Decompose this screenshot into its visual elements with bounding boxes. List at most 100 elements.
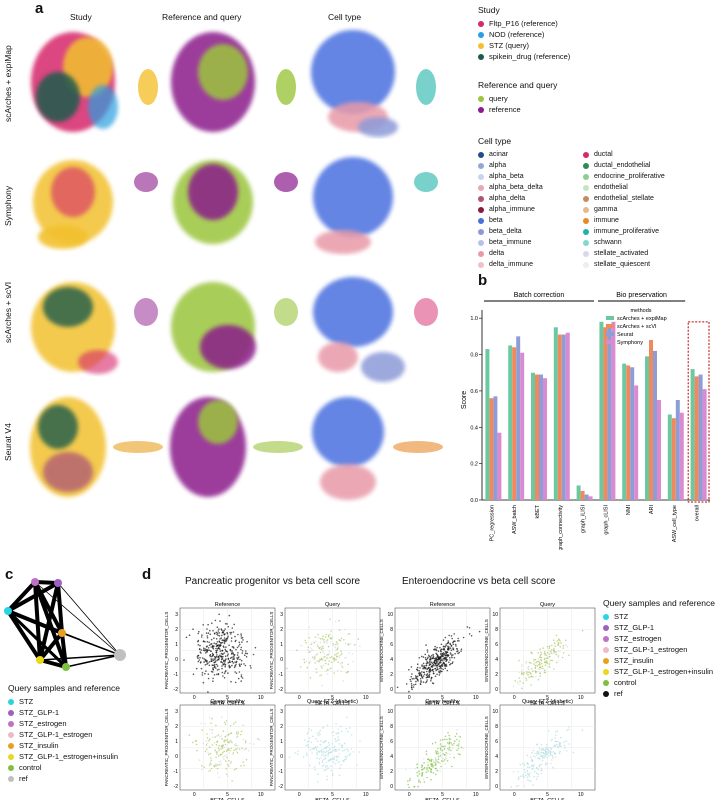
scatter-point	[416, 678, 419, 681]
scatter-point	[543, 658, 546, 661]
scatter-point	[546, 651, 549, 654]
scatter-point	[566, 646, 569, 648]
scatter-point	[563, 741, 565, 743]
bar-legend-label: Symphony	[617, 340, 643, 346]
scatter-point	[344, 657, 346, 659]
scatter-point	[209, 654, 211, 657]
scatter-point	[245, 656, 248, 658]
scatter-point	[537, 753, 540, 755]
scatter-point	[212, 647, 215, 650]
scatter-point	[324, 765, 327, 768]
x-tick-label: graph_iLISI	[581, 505, 587, 534]
legend-study-label: STZ (query)	[489, 41, 530, 50]
y-tick-label: 2	[390, 769, 393, 775]
scatter-point	[303, 739, 306, 741]
scatter-point	[225, 649, 227, 652]
legend-celltype-marker	[478, 151, 484, 158]
scatter-point	[240, 765, 242, 767]
legend-study-label: Fltp_P16 (reference)	[489, 19, 558, 28]
scatter-point	[521, 671, 523, 673]
scatter-point	[441, 745, 443, 748]
scatter-point	[344, 642, 347, 645]
scatter-point	[528, 779, 530, 782]
scatter-point	[549, 666, 551, 669]
scatter-point	[227, 672, 229, 674]
scatter-point	[233, 653, 236, 656]
scatter-point	[335, 648, 337, 651]
scatter-point	[410, 687, 413, 689]
scatter-point	[325, 747, 327, 749]
scatter-point	[562, 647, 564, 649]
scatter-point	[416, 668, 418, 671]
scatter-point	[212, 680, 214, 682]
subplot-ylabel: ENTEROENDOCRINE_CELLS	[379, 716, 384, 779]
umap-r3-refquery	[171, 282, 298, 372]
scatter-point	[550, 652, 552, 654]
scatter-point	[528, 671, 530, 673]
y-tick-label: -2	[279, 687, 284, 693]
scatter-point	[338, 743, 341, 745]
panel-c-letter: c	[5, 566, 14, 583]
scatter-point	[311, 657, 314, 659]
scatter-point	[540, 651, 542, 654]
scatter-point	[227, 765, 230, 768]
y-tick-label: -2	[279, 784, 284, 790]
legend-study-item: NOD (reference)	[478, 29, 570, 40]
scatter-point	[236, 747, 239, 750]
scatter-point	[303, 661, 306, 664]
scatter-point	[320, 648, 323, 651]
x-tick-label: 0	[513, 695, 516, 701]
scatter-point	[541, 759, 544, 762]
scatter-point	[218, 640, 221, 642]
legend-c-title: Query samples and reference	[8, 683, 120, 693]
scatter-point	[557, 740, 559, 743]
scatter-point	[349, 752, 352, 755]
scatter-point	[437, 758, 440, 760]
scatter-point	[431, 666, 433, 669]
scatter-point	[288, 756, 291, 759]
scatter-point	[345, 656, 347, 659]
scatter-point	[329, 748, 331, 751]
scatter-point	[346, 730, 349, 733]
scatter-point	[211, 652, 214, 655]
scatter-point	[316, 643, 318, 646]
scatter-point	[553, 650, 555, 653]
scatter-point	[197, 632, 199, 635]
scatter-point	[560, 736, 562, 739]
scatter-point	[439, 666, 441, 668]
scatter-point	[224, 665, 226, 668]
umap-r2-refquery	[173, 160, 298, 244]
bar	[512, 347, 517, 500]
scatter-point	[226, 650, 229, 653]
scatter-point	[213, 661, 215, 664]
scatter-point	[435, 648, 437, 651]
scatter-point	[548, 650, 550, 652]
scatter-point	[324, 636, 327, 638]
scatter-point	[434, 667, 436, 670]
y-tick-label: -1	[279, 672, 284, 678]
scatter-point	[422, 656, 425, 658]
y-tick-label: 8	[495, 724, 498, 730]
scatter-point	[540, 744, 543, 746]
scatter-point	[523, 671, 525, 674]
scatter-point	[327, 752, 330, 755]
scatter-point	[235, 731, 238, 734]
scatter-point	[257, 738, 259, 740]
scatter-point	[220, 658, 223, 661]
scatter-point	[221, 737, 223, 740]
scatter-point	[307, 731, 310, 733]
scatter-point	[192, 673, 195, 675]
legend-d-item: STZ_insulin	[603, 655, 715, 666]
scatter-point	[449, 643, 452, 646]
scatter-point	[429, 667, 431, 669]
scatter-point	[539, 675, 541, 677]
legend-study-item: STZ (query)	[478, 40, 570, 51]
scatter-point	[224, 638, 226, 641]
scatter-point	[453, 742, 455, 745]
scatter-point	[303, 658, 305, 661]
scatter-point	[444, 745, 446, 747]
scatter-point	[342, 750, 344, 752]
scatter-point	[219, 642, 222, 644]
scatter-point	[319, 638, 322, 640]
